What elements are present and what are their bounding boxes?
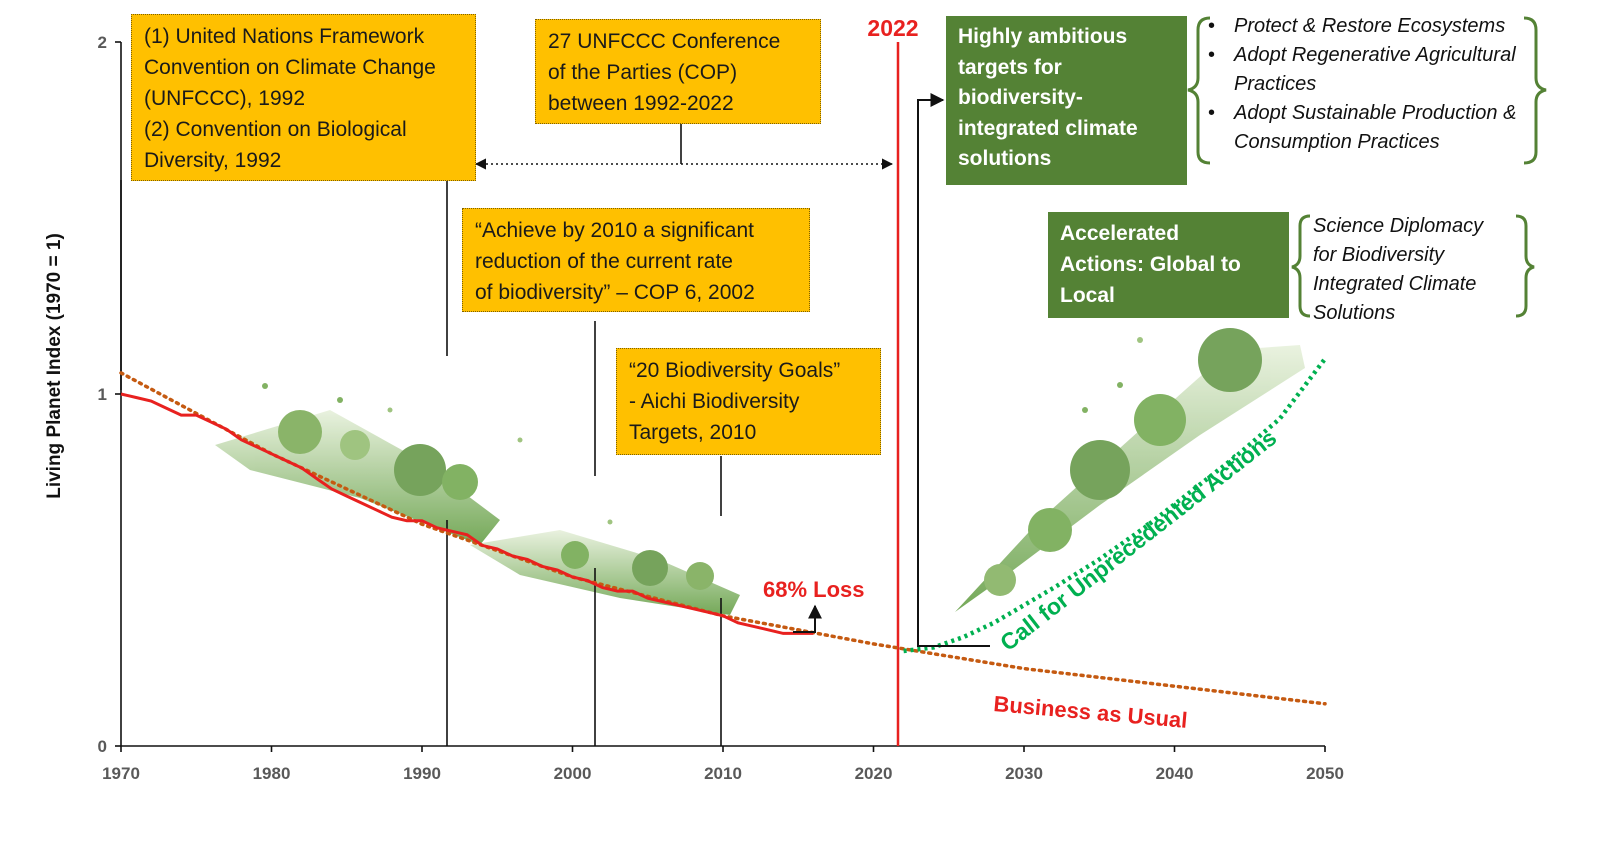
- practice-item: • Adopt Regenerative Agricultural Practic…: [1208, 41, 1524, 99]
- practice-text: Adopt Sustainable Production & Consumpti…: [1234, 102, 1517, 153]
- callout-line: “Achieve by 2010 a significant: [475, 219, 754, 242]
- practice-text: Adopt Regenerative Agricultural Practice…: [1234, 44, 1516, 95]
- bullet-icon: •: [1208, 44, 1216, 66]
- series-unprecedented-actions-line: [903, 357, 1327, 654]
- callout-line: Accelerated: [1060, 222, 1180, 245]
- y-axis-label: Living Planet Index (1970 = 1): [44, 233, 65, 499]
- science-diplomacy-list: Science Diplomacy for Biodiversity Integ…: [1313, 212, 1483, 328]
- event-lines: [120, 124, 722, 746]
- practice-item: • Adopt Sustainable Production & Consumpt…: [1208, 99, 1524, 157]
- callout-line: integrated climate: [958, 116, 1138, 140]
- callout-unfccc: (1) United Nations Framework Convention …: [131, 14, 476, 181]
- callout-cop6: “Achieve by 2010 a significant reduction…: [462, 208, 810, 312]
- callout-line: (UNFCCC), 1992: [144, 87, 306, 110]
- loss-label: 68% Loss: [763, 577, 865, 602]
- callout-line: Targets, 2010: [629, 421, 757, 444]
- business-as-usual-label: Business as Usual: [993, 691, 1189, 733]
- callout-line: Actions: Global to: [1060, 253, 1241, 276]
- x-tick-label: 2020: [855, 764, 893, 783]
- callout-line: (2) Convention on Biological: [144, 118, 407, 141]
- callout-line: Convention on Climate Change: [144, 56, 436, 79]
- practices-right-brace: [1523, 16, 1547, 165]
- diplomacy-right-brace: [1515, 214, 1535, 318]
- callout-ambitious-targets: Highly ambitious targets for biodiversit…: [946, 16, 1187, 185]
- wildlife-decoration-future: [955, 328, 1305, 612]
- x-tick-label: 1990: [403, 764, 441, 783]
- callout-line: (1) United Nations Framework: [144, 25, 425, 48]
- x-tick-label: 2010: [704, 764, 742, 783]
- diplomacy-line: Integrated Climate: [1313, 273, 1477, 295]
- x-tick-label: 1980: [253, 764, 291, 783]
- bullet-icon: •: [1208, 102, 1216, 124]
- x-tick-label: 2050: [1306, 764, 1344, 783]
- bullet-icon: •: [1208, 15, 1216, 37]
- y-tick-label: 1: [98, 385, 107, 404]
- callout-line: - Aichi Biodiversity: [629, 390, 800, 413]
- callout-line: reduction of the current rate: [475, 250, 733, 273]
- callout-cop: 27 UNFCCC Conference of the Parties (COP…: [535, 19, 821, 124]
- x-tick-label: 1970: [102, 764, 140, 783]
- callout-accelerated-actions: Accelerated Actions: Global to Local: [1048, 212, 1289, 318]
- callout-line: of biodiversity” – COP 6, 2002: [475, 281, 755, 304]
- diplomacy-line: Science Diplomacy: [1313, 215, 1484, 237]
- callout-aichi: “20 Biodiversity Goals” - Aichi Biodiver…: [616, 348, 881, 455]
- practice-text: Protect & Restore Ecosystems: [1234, 15, 1506, 37]
- practices-list: • Protect & Restore Ecosystems • Adopt Reg…: [1208, 12, 1524, 157]
- diplomacy-left-brace: [1291, 214, 1311, 318]
- diplomacy-line: Solutions: [1313, 302, 1396, 324]
- callout-line: solutions: [958, 147, 1052, 170]
- y-tick-label: 2: [98, 33, 107, 52]
- marker-2022-label: 2022: [867, 15, 918, 41]
- targets-arrow: [917, 93, 990, 647]
- loss-arrow: [793, 604, 822, 633]
- practice-item: • Protect & Restore Ecosystems: [1208, 12, 1524, 41]
- practices-left-brace: [1187, 16, 1211, 165]
- x-tick-label: 2040: [1156, 764, 1194, 783]
- callout-line: Local: [1060, 284, 1115, 307]
- callout-line: biodiversity-: [958, 86, 1083, 109]
- callout-line: 27 UNFCCC Conference: [548, 30, 781, 53]
- callout-line: between 1992-2022: [548, 92, 734, 115]
- wildlife-decoration-past: [215, 383, 740, 615]
- callout-line: Highly ambitious: [958, 25, 1128, 48]
- x-tick-label: 2030: [1005, 764, 1043, 783]
- y-tick-label: 0: [98, 737, 107, 756]
- callout-line: Diversity, 1992: [144, 149, 282, 172]
- callout-line: “20 Biodiversity Goals”: [629, 359, 841, 382]
- x-tick-label: 2000: [554, 764, 592, 783]
- series-observed-lpi-line: [120, 392, 814, 635]
- callout-line: of the Parties (COP): [548, 61, 738, 84]
- diplomacy-line: for Biodiversity: [1313, 244, 1445, 266]
- callout-line: targets for: [958, 55, 1062, 79]
